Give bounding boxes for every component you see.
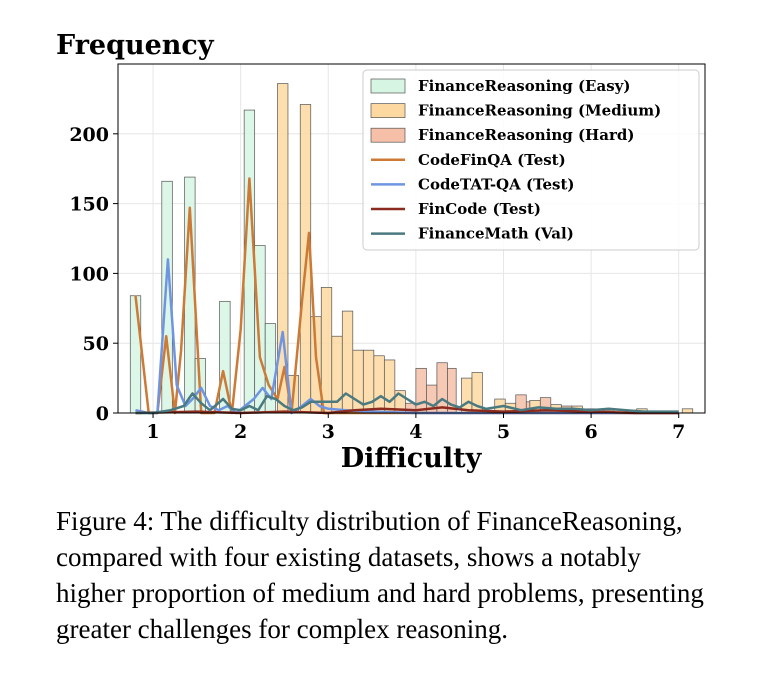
y-tick-label: 50 [83,333,109,355]
figure-caption: Figure 4: The difficulty distribution of… [56,506,704,644]
y-tick-label: 100 [69,263,109,285]
difficulty-histogram-chart: 1 2 3 4 5 6 7 0 50 100 150 200 Frequency Difficulty… [56,30,706,474]
histogram-bar [415,367,427,414]
y-tick-label: 150 [69,194,109,216]
histogram-bar [461,377,473,414]
legend-label: FinanceMath (Val) [418,225,574,243]
legend-label: FinanceReasoning (Hard) [418,126,634,144]
legend-label: CodeFinQA (Test) [418,151,566,169]
plot-frame [117,63,706,414]
legend-label: FinCode (Test) [418,200,541,218]
x-tick-label: 6 [584,421,597,443]
y-tick-label: 0 [96,403,109,425]
x-tick-label: 5 [497,421,510,443]
ticks-layer: 1 2 3 4 5 6 7 0 50 100 150 200 [69,124,685,443]
density-line [135,392,679,415]
x-tick-label: 7 [672,421,685,443]
x-tick-label: 1 [146,421,159,443]
x-tick-label: 4 [409,421,422,443]
y-tick-label: 200 [69,124,109,146]
histogram-bar [320,287,333,414]
x-axis-title: Difficulty [341,443,483,474]
legend-swatch [370,78,406,94]
legend-swatch [370,127,406,143]
x-tick-label: 2 [234,421,247,443]
histogram-bar [436,362,448,414]
legend: FinanceReasoning (Easy) FinanceReasoning … [362,69,700,251]
legend-swatch [370,103,406,118]
histogram-bar [681,408,694,414]
density-line [135,258,679,415]
legend-box [362,69,700,251]
histogram-bar [383,359,396,414]
legend-label: FinanceReasoning (Easy) [418,77,630,95]
histogram-bar [129,295,142,414]
histogram-bar [373,355,385,414]
y-axis-title: Frequency [56,30,215,61]
legend-label: CodeTAT-QA (Test) [418,175,575,193]
x-tick-label: 3 [322,421,335,443]
legend-label: FinanceReasoning (Medium) [418,102,661,120]
